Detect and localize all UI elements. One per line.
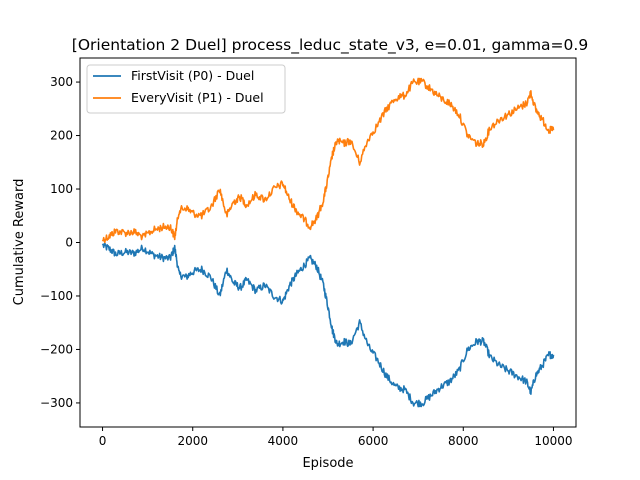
- y-axis: −300 −200 −100 0 100 200 300: [40, 75, 80, 410]
- y-tick-label: 300: [50, 75, 73, 89]
- series-line-firstvisit: [101, 241, 555, 408]
- chart-title: [Orientation 2 Duel] process_leduc_state…: [72, 36, 588, 55]
- y-tick-label: 100: [50, 182, 73, 196]
- series-line-everyvisit: [101, 77, 555, 244]
- y-tick-label: 0: [65, 236, 73, 250]
- x-tick-label: 6000: [358, 434, 389, 448]
- legend-label-firstvisit: FirstVisit (P0) - Duel: [131, 68, 254, 83]
- x-tick-label: 8000: [448, 434, 479, 448]
- x-tick-label: 2000: [177, 434, 208, 448]
- x-tick-label: 10000: [534, 434, 572, 448]
- legend-box: [86, 64, 286, 114]
- y-tick-label: 200: [50, 129, 73, 143]
- x-axis-title: Episode: [302, 456, 353, 471]
- series-layer: [101, 77, 555, 408]
- x-tick-label: 0: [99, 434, 107, 448]
- legend-label-everyvisit: EveryVisit (P1) - Duel: [131, 90, 264, 105]
- y-tick-label: −100: [40, 289, 73, 303]
- x-axis: 0 2000 4000 6000 8000 10000: [99, 427, 573, 448]
- y-tick-label: −300: [40, 396, 73, 410]
- y-tick-label: −200: [40, 342, 73, 356]
- y-axis-title: Cumulative Reward: [12, 179, 27, 306]
- x-tick-label: 4000: [268, 434, 299, 448]
- legend: FirstVisit (P0) - Duel EveryVisit (P1) -…: [86, 64, 286, 114]
